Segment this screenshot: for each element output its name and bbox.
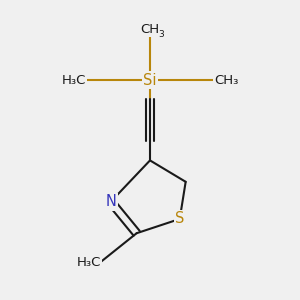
Text: CH: CH [140, 22, 160, 36]
Text: CH₃: CH₃ [214, 74, 238, 87]
Text: Si: Si [143, 73, 157, 88]
Text: 3: 3 [158, 29, 164, 38]
Text: N: N [105, 194, 116, 209]
Text: S: S [175, 212, 184, 226]
Text: H₃C: H₃C [62, 74, 86, 87]
Text: H₃C: H₃C [76, 256, 101, 269]
